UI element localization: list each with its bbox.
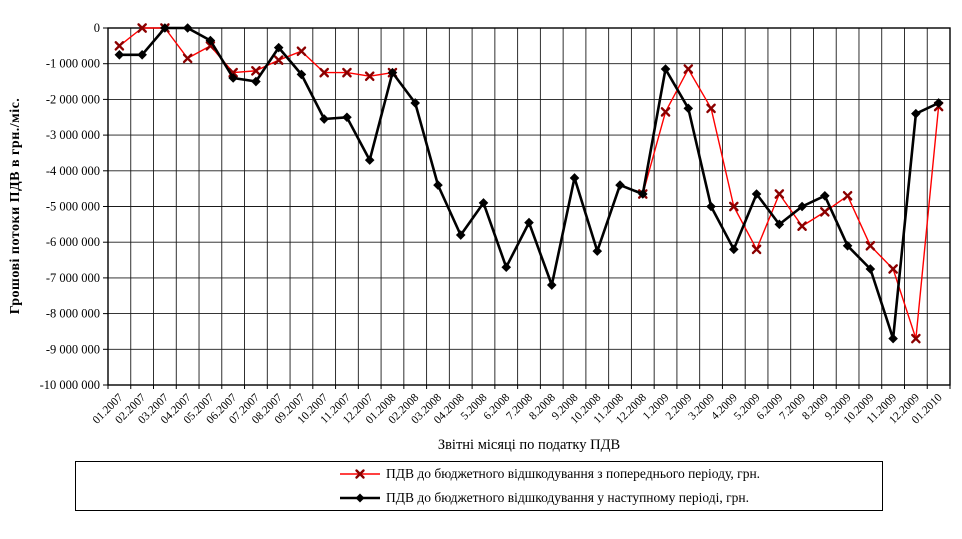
diamond-marker [160,23,170,33]
svg-text:-2 000 000: -2 000 000 [46,92,100,106]
legend-item-previous-period: ПДВ до бюджетного відшкодування з попере… [76,462,882,486]
series-1-diamond [114,23,944,344]
x-marker [706,103,716,114]
diamond-marker [637,189,648,199]
x-marker [911,333,921,344]
diamond-marker [660,64,671,74]
x-marker [251,66,261,76]
diamond-marker [319,114,329,124]
diamond-marker [228,73,238,83]
diamond-marker [592,246,603,256]
diamond-marker [205,35,216,46]
diamond-marker [865,264,876,274]
x-marker [364,71,375,81]
x-marker [273,55,284,65]
x-axis-title: Звітні місяці по податку ПДВ [437,437,621,453]
series-1-line [119,26,940,340]
diamond-marker [706,201,716,212]
diamond-marker [820,190,830,201]
series-0-x [114,23,944,344]
x-marker [797,221,807,231]
diamond-marker [729,244,739,255]
diamond-marker [433,180,443,190]
diamond-marker [569,173,580,183]
x-marker [842,190,853,201]
diamond-marker [524,217,534,228]
chart-canvas: 0 -1 000 000 -2 000 000 -3 000 000 -4 000 00… [40,21,951,427]
diamond-marker [410,98,421,108]
x-marker [865,240,876,251]
diamond-marker [615,180,625,190]
x-marker [137,23,147,33]
diamond-marker [296,69,307,80]
diamond-marker [842,240,853,251]
diamond-marker [774,219,785,230]
diamond-marker [251,76,261,87]
svg-text:-5 000 000: -5 000 000 [46,200,100,214]
legend-box: ПДВ до бюджетного відшкодування з попере… [75,461,883,511]
y-axis-title: Грошові потоки ПДВ в грн./міс. [8,97,23,315]
series-0-line [118,27,940,340]
legend-item-next-period: ПДВ до бюджетного відшкодування у наступ… [76,486,882,510]
diamond-marker [273,42,284,53]
legend-label-previous-period: ПДВ до бюджетного відшкодування з попере… [386,466,761,481]
x-marker [683,64,694,74]
x-marker [774,189,785,199]
x-marker [751,244,762,255]
diamond-marker [797,201,807,212]
diamond-marker [137,49,147,60]
diamond-marker [546,280,557,290]
diamond-marker [182,23,193,33]
x-marker [729,201,739,212]
svg-text:-3 000 000: -3 000 000 [46,128,100,142]
svg-text:-4 000 000: -4 000 000 [46,164,100,178]
diamond-marker [501,262,512,272]
svg-text:-9 000 000: -9 000 000 [46,342,100,356]
diamond-marker [751,189,762,199]
diamond-marker [478,198,489,208]
red-x-marker-sample [340,469,380,479]
diamond-marker [683,103,694,114]
black-diamond-marker-sample [340,493,380,503]
x-marker [342,67,352,78]
axes [103,27,951,389]
x-marker [820,207,830,217]
x-marker [888,264,898,274]
diamond-marker [888,333,898,344]
svg-text:-6 000 000: -6 000 000 [46,235,100,249]
diamond-marker [911,108,921,119]
diamond-marker [114,49,125,60]
legend-label-next-period: ПДВ до бюджетного відшкодування у наступ… [386,490,750,505]
svg-text:-1 000 000: -1 000 000 [46,57,100,71]
diamond-marker [342,112,352,123]
svg-text:-8 000 000: -8 000 000 [46,307,100,321]
svg-text:-10 000 000: -10 000 000 [40,378,100,392]
diamond-marker [387,67,398,78]
x-marker [182,53,193,64]
x-marker [114,41,125,51]
diamond-marker [455,230,466,240]
svg-text:0: 0 [94,21,100,35]
diamond-marker [364,155,375,165]
x-marker [296,46,307,57]
x-marker [319,67,329,78]
svg-text:-7 000 000: -7 000 000 [46,271,100,285]
x-marker [660,107,671,117]
diamond-marker [933,98,944,108]
